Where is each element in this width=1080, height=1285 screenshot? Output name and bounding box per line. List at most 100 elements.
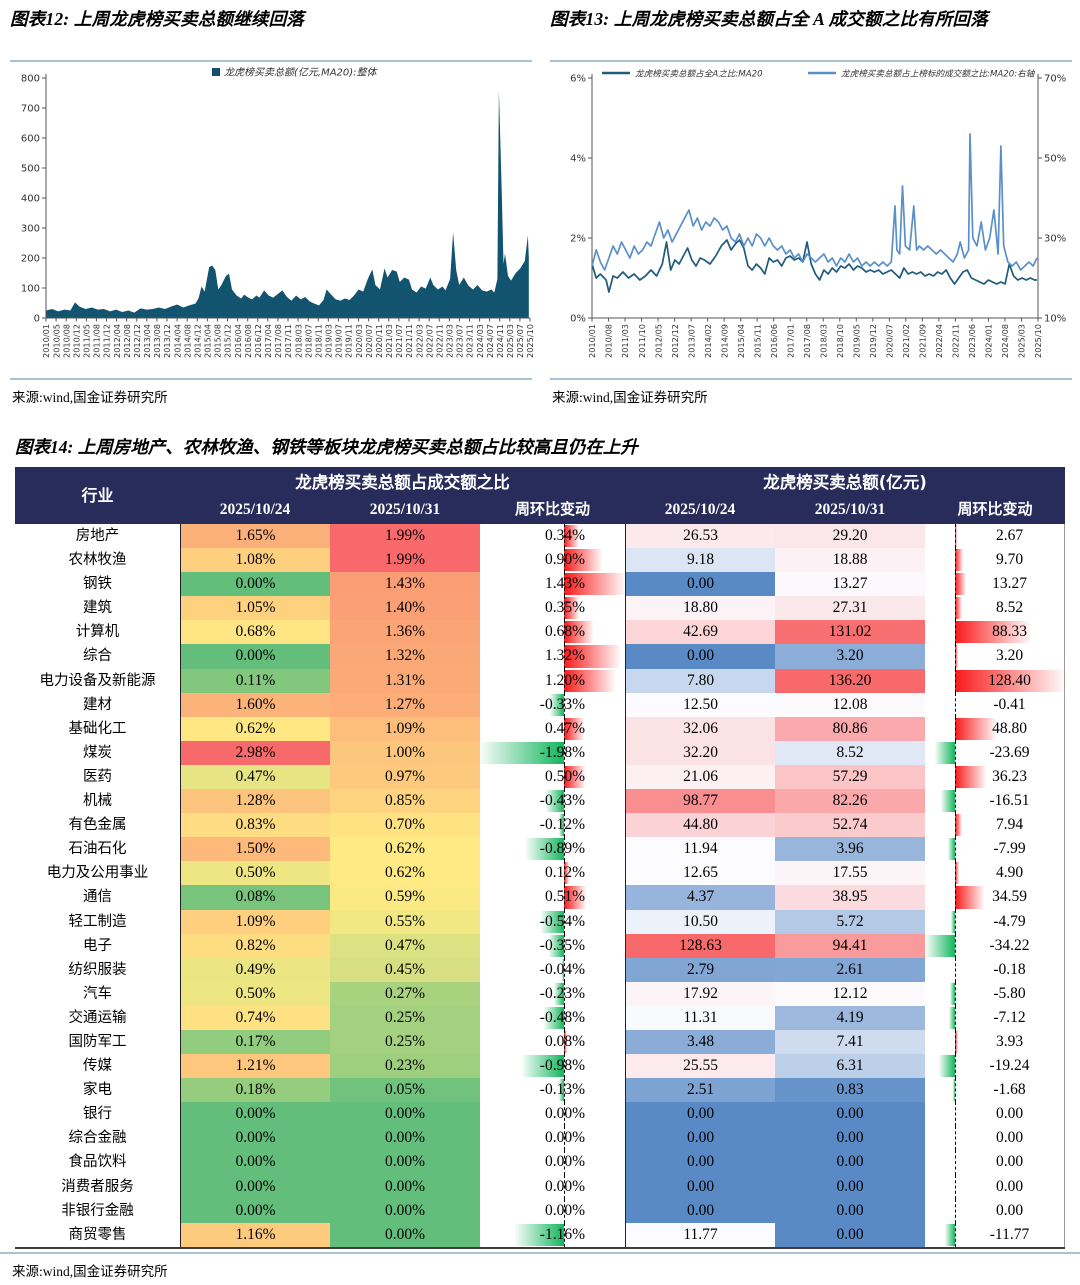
- figure14-source: 来源:wind,国金证券研究所: [12, 1263, 168, 1279]
- industry-cell: 国防军工: [68, 1033, 127, 1050]
- pct-cell-2: 0.62%: [330, 861, 480, 886]
- svg-text:2010/08: 2010/08: [604, 324, 614, 358]
- pct-change-cell: -1.16%: [480, 1222, 625, 1247]
- pct-cell-2: 1.36%: [330, 620, 480, 645]
- pct-cell-2: 1.40%: [330, 596, 480, 621]
- industry-cell: 综合金融: [68, 1130, 127, 1147]
- col-header-industry: 行业: [81, 486, 114, 505]
- svg-text:400: 400: [21, 194, 40, 205]
- amt-cell-2: 0.00: [775, 1174, 925, 1199]
- pct-cell-2: 0.25%: [330, 1005, 480, 1030]
- pct-cell-1: 0.00%: [180, 1126, 330, 1151]
- industry-cell: 家电: [83, 1082, 112, 1099]
- svg-text:2018/03: 2018/03: [293, 324, 303, 358]
- pct-cell-1: 1.65%: [180, 524, 330, 549]
- svg-text:300: 300: [21, 224, 40, 235]
- svg-text:2016/12: 2016/12: [253, 324, 263, 358]
- amt-change-cell: -4.79: [925, 909, 1065, 934]
- table-row: 计算机 0.68% 1.36% 0.68% 42.69 131.02 88.33: [15, 620, 1065, 645]
- amt-change-cell: -11.77: [925, 1222, 1065, 1247]
- amt-cell-2: 0.00: [775, 1102, 925, 1127]
- svg-text:2017/04: 2017/04: [263, 324, 273, 358]
- svg-text:2010/01: 2010/01: [587, 324, 597, 358]
- svg-text:0%: 0%: [570, 314, 586, 325]
- pct-change-cell: -0.54%: [480, 909, 625, 934]
- amt-cell-1: 2.79: [625, 957, 775, 982]
- amt-cell-1: 11.77: [625, 1222, 775, 1247]
- pct-cell-2: 0.00%: [330, 1198, 480, 1223]
- amt-cell-1: 10.50: [625, 909, 775, 934]
- svg-text:2016/06: 2016/06: [769, 324, 779, 358]
- amt-change-cell: -1.68: [925, 1078, 1065, 1103]
- group-header-ratio-label: 龙虎榜买卖总额占成交额之比: [295, 473, 510, 492]
- svg-text:2011/08: 2011/08: [92, 324, 102, 358]
- pct-change-cell: -1.98%: [480, 740, 625, 765]
- svg-text:30%: 30%: [1044, 234, 1066, 245]
- table-row: 电力设备及新能源 0.11% 1.31% 1.20% 7.80 136.20 128.40: [15, 668, 1065, 693]
- amt-cell-1: 0.00: [625, 1174, 775, 1199]
- svg-text:500: 500: [21, 164, 40, 175]
- figure12-source: 来源:wind,国金证券研究所: [12, 390, 168, 405]
- pct-cell-1: 0.50%: [180, 861, 330, 886]
- pct-cell-1: 0.00%: [180, 1198, 330, 1223]
- amt-cell-1: 42.69: [625, 620, 775, 645]
- pct-cell-1: 1.16%: [180, 1222, 330, 1247]
- pct-cell-1: 0.49%: [180, 957, 330, 982]
- amt-change-cell: 0.00: [925, 1126, 1065, 1151]
- amt-change-cell: 0.00: [925, 1102, 1065, 1127]
- pct-change-cell: -0.13%: [480, 1078, 625, 1103]
- amt-change-cell: 3.20: [925, 644, 1065, 669]
- svg-text:2014/12: 2014/12: [192, 324, 202, 358]
- svg-text:2012/12: 2012/12: [670, 324, 680, 358]
- pct-cell-2: 0.27%: [330, 981, 480, 1006]
- svg-text:10%: 10%: [1044, 314, 1066, 325]
- industry-cell: 建材: [83, 696, 112, 713]
- pct-cell-2: 1.09%: [330, 716, 480, 741]
- industry-cell: 农林牧渔: [68, 552, 127, 569]
- amt-cell-1: 0.00: [625, 1102, 775, 1127]
- pct-cell-2: 0.97%: [330, 764, 480, 790]
- figure13: 图表13: 上周龙虎榜买卖总额占全 A 成交额之比有所回落 0% 2% 4% 6% 10…: [540, 0, 1080, 408]
- pct-change-cell: 0.00%: [480, 1150, 625, 1175]
- svg-text:2025/10: 2025/10: [1033, 324, 1043, 358]
- pct-cell-2: 0.23%: [330, 1054, 480, 1079]
- pct-cell-2: 0.70%: [330, 813, 480, 838]
- pct-cell-1: 1.05%: [180, 596, 330, 621]
- svg-text:2017/01: 2017/01: [785, 324, 795, 358]
- amt-cell-2: 82.26: [775, 789, 925, 814]
- amt-cell-2: 131.02: [775, 620, 925, 645]
- amt-cell-1: 11.31: [625, 1005, 775, 1030]
- amt-change-cell: 48.80: [925, 716, 1065, 741]
- amt-cell-2: 0.00: [775, 1198, 925, 1223]
- svg-text:2020/03: 2020/03: [354, 324, 364, 358]
- figure12: 图表12: 上周龙虎榜买卖总额继续回落 0 100 200 300 400 500 600 7…: [0, 0, 540, 408]
- amt-cell-1: 21.06: [625, 764, 775, 790]
- figure13-source: 来源:wind,国金证券研究所: [552, 390, 708, 405]
- chart12-legend: 龙虎榜买卖总额(亿元,MA20):整体: [224, 67, 379, 79]
- pct-cell-1: 1.21%: [180, 1054, 330, 1079]
- amt-change-cell: 7.94: [925, 813, 1065, 838]
- table-row: 银行 0.00% 0.00% 0.00% 0.00 0.00 0.00: [15, 1102, 1065, 1127]
- amt-cell-2: 2.61: [775, 957, 925, 982]
- svg-text:2024/03: 2024/03: [475, 324, 485, 358]
- amt-change-cell: 34.59: [925, 885, 1065, 910]
- pct-change-cell: 1.20%: [480, 668, 625, 693]
- figure12-title: 图表12: 上周龙虎榜买卖总额继续回落: [10, 9, 305, 29]
- industry-cell: 综合: [83, 648, 112, 665]
- amt-change-cell: 36.23: [925, 764, 1065, 790]
- pct-cell-1: 0.62%: [180, 716, 330, 741]
- amt-cell-1: 0.00: [625, 1150, 775, 1175]
- charts-row: 图表12: 上周龙虎榜买卖总额继续回落 0 100 200 300 400 500 600 7…: [0, 0, 1080, 408]
- amt-change-cell: -0.41: [925, 692, 1065, 717]
- table-body: 房地产 1.65% 1.99% 0.34% 26.53 29.20 2.67 农林牧渔 1.08…: [15, 524, 1065, 1249]
- amt-cell-1: 11.94: [625, 837, 775, 862]
- svg-text:2016/04: 2016/04: [233, 324, 243, 358]
- chart13-legend-right: 龙虎榜买卖总额占上榜标的成交额之比:MA20:右轴: [841, 69, 1036, 80]
- table-row: 建材 1.60% 1.27% -0.33% 12.50 12.08 -0.41: [15, 692, 1065, 717]
- table-row: 交通运输 0.74% 0.25% -0.48% 11.31 4.19 -7.12: [15, 1005, 1065, 1030]
- pct-cell-1: 0.00%: [180, 644, 330, 669]
- divider: [550, 378, 1072, 380]
- svg-text:2023/03: 2023/03: [445, 324, 455, 358]
- svg-text:2015/11: 2015/11: [752, 324, 762, 358]
- svg-text:2020/07: 2020/07: [885, 324, 895, 358]
